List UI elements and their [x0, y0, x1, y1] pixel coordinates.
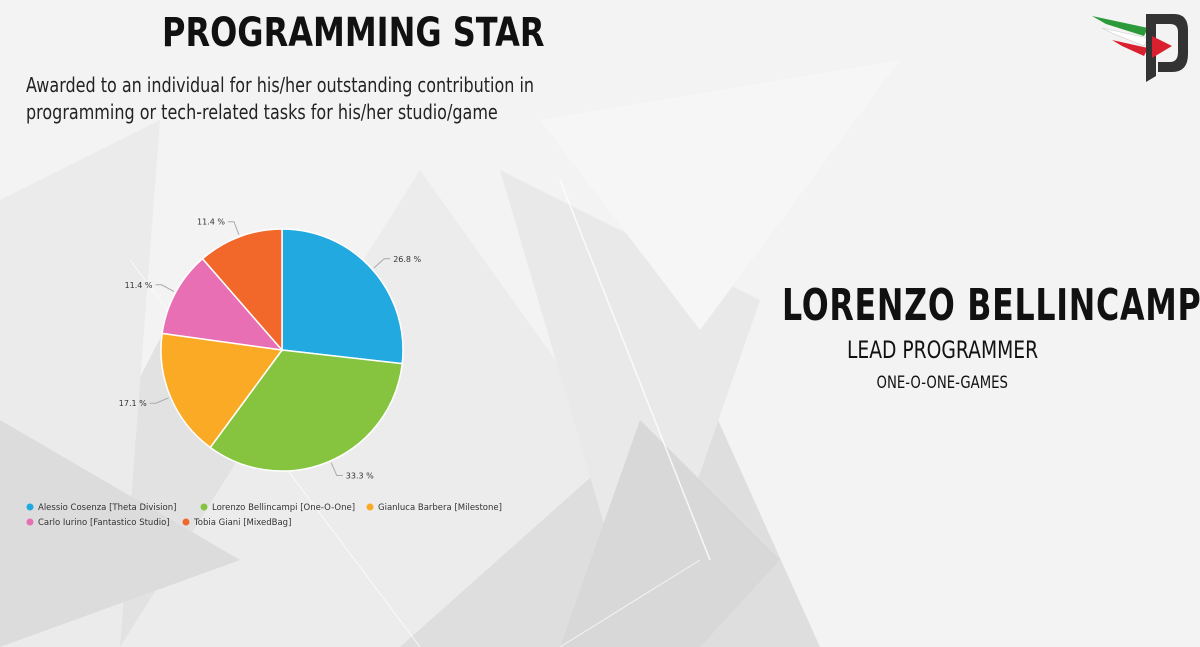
- slice-leader-line: [227, 221, 240, 235]
- legend-swatch: [200, 503, 208, 511]
- winner-studio-text: ONE-O-ONE-GAMES: [876, 373, 1009, 393]
- winner-studio: ONE-O-ONE-GAMES: [0, 373, 1200, 393]
- slice-leader-line: [149, 397, 169, 404]
- legend-label: Lorenzo Bellincampi [One-O-One]: [212, 503, 355, 513]
- legend-item-lorenzo-bellincampi: Lorenzo Bellincampi [One-O-One]: [200, 503, 355, 513]
- slice-value-label: 11.4 %: [197, 218, 225, 227]
- pie-slice-alessio-cosenza: [281, 228, 404, 365]
- legend-swatch: [26, 518, 34, 526]
- pie-slice-tobia-giani: [201, 228, 283, 353]
- slice-value-label: 17.1 %: [119, 399, 147, 408]
- slice-leader-line: [373, 258, 391, 269]
- brand-logo: [1092, 14, 1188, 82]
- award-description: Awarded to an individual for his/her out…: [26, 73, 535, 124]
- slice-leader-line: [330, 462, 343, 477]
- legend-label: Alessio Cosenza [Theta Division]: [38, 503, 176, 513]
- winner-role-text: LEAD PROGRAMMER: [846, 336, 1039, 364]
- slice-value-label: 26.8 %: [393, 255, 421, 264]
- slice-leader-line: [155, 284, 175, 292]
- legend-item-gianluca-barbera: Gianluca Barbera [Milestone]: [366, 503, 502, 513]
- legend-swatch: [26, 503, 34, 511]
- legend-item-carlo-iurino: Carlo Iurino [Fantastico Studio]: [26, 518, 170, 528]
- page-title: PROGRAMMING STAR: [162, 10, 545, 56]
- legend-item-tobia-giani: Tobia Giani [MixedBag]: [182, 518, 291, 528]
- legend-swatch: [182, 518, 190, 526]
- legend-label: Carlo Iurino [Fantastico Studio]: [38, 518, 170, 528]
- pie-slice-carlo-iurino: [161, 257, 284, 352]
- pie-slice-gianluca-barbera: [160, 332, 284, 449]
- slice-value-label: 33.3 %: [346, 472, 374, 481]
- slice-value-label: 11.4 %: [125, 281, 153, 290]
- winner-role: LEAD PROGRAMMER: [0, 336, 1200, 364]
- pie-slice-lorenzo-bellincampi: [209, 349, 404, 472]
- legend-swatch: [366, 503, 374, 511]
- winner-name: LORENZO BELLINCAMPI: [782, 280, 1200, 331]
- pie-chart: 26.8 % 33.3 % 17.1 % 11.4 % 11.4 % Alessio Co…: [26, 218, 502, 528]
- legend-item-alessio-cosenza: Alessio Cosenza [Theta Division]: [26, 503, 176, 513]
- legend-label: Gianluca Barbera [Milestone]: [378, 503, 502, 513]
- legend-label: Tobia Giani [MixedBag]: [193, 518, 291, 528]
